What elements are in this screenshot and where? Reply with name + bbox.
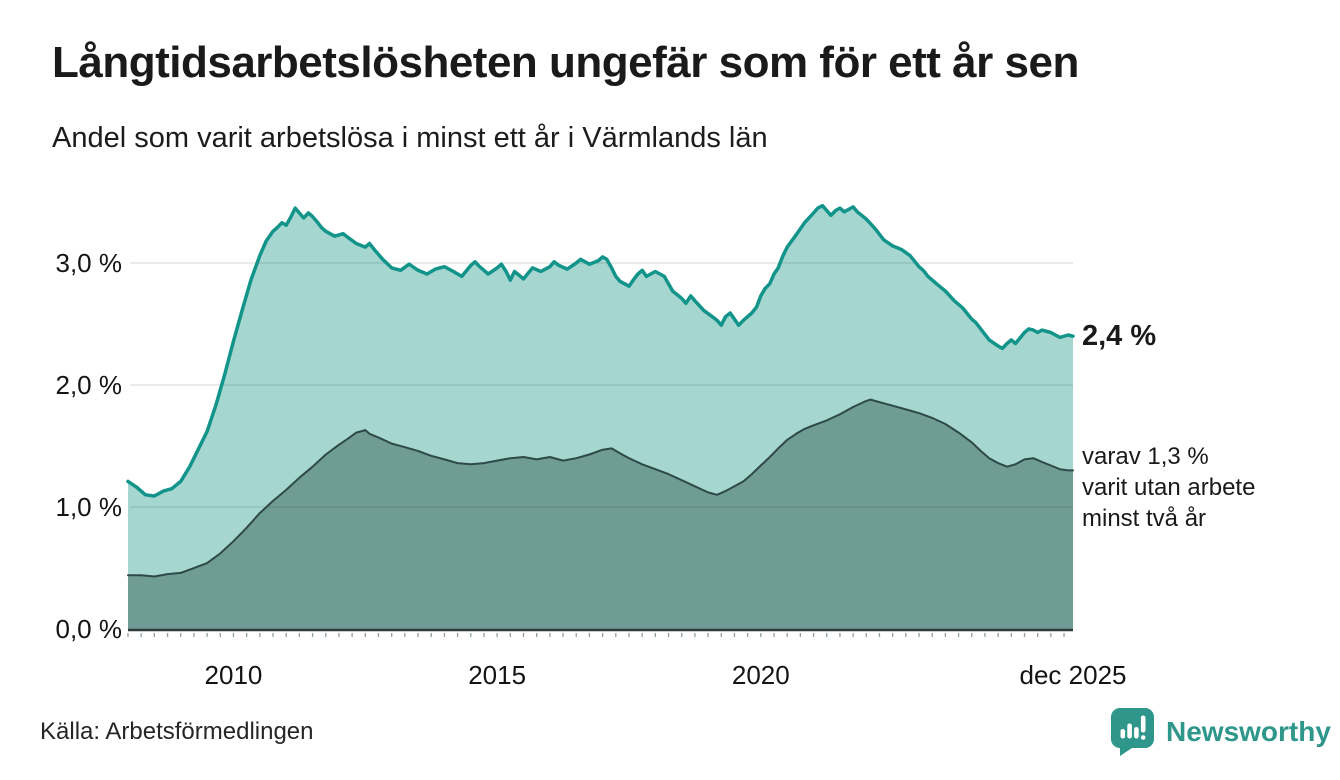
y-axis-label: 3,0 % <box>55 248 123 278</box>
secondary-label-line: minst två år <box>1082 505 1207 532</box>
x-axis-label: 2020 <box>731 660 790 690</box>
series-line <box>126 203 1075 498</box>
x-axis-label: 2010 <box>204 660 263 690</box>
newsworthy-bubble-chart-icon <box>1111 708 1154 756</box>
area-fill <box>128 399 1073 629</box>
series-end-label-secondary: varav 1,3 % varit utan arbete minst två … <box>1082 441 1255 534</box>
y-axis-label: 0,0 % <box>55 614 123 644</box>
newsworthy-wordmark: Newsworthy <box>1166 716 1331 747</box>
page-title: Långtidsarbetslösheten ungefär som för e… <box>52 38 1079 87</box>
series-line <box>127 398 1074 578</box>
y-axis-label: 2,0 % <box>55 370 123 400</box>
chart-subtitle: Andel som varit arbetslösa i minst ett å… <box>52 122 768 154</box>
secondary-label-line: varav 1,3 % <box>1082 443 1209 470</box>
y-axis-label: 1,0 % <box>55 492 123 522</box>
source-credit: Källa: Arbetsförmedlingen <box>40 718 314 745</box>
series-end-label-total: 2,4 % <box>1082 320 1157 352</box>
x-axis-label: 2015 <box>468 660 527 690</box>
newsworthy-logo: Newsworthy <box>1108 706 1331 756</box>
secondary-label-line: varit utan arbete <box>1082 474 1256 501</box>
x-axis-label: dec 2025 <box>1019 660 1127 690</box>
